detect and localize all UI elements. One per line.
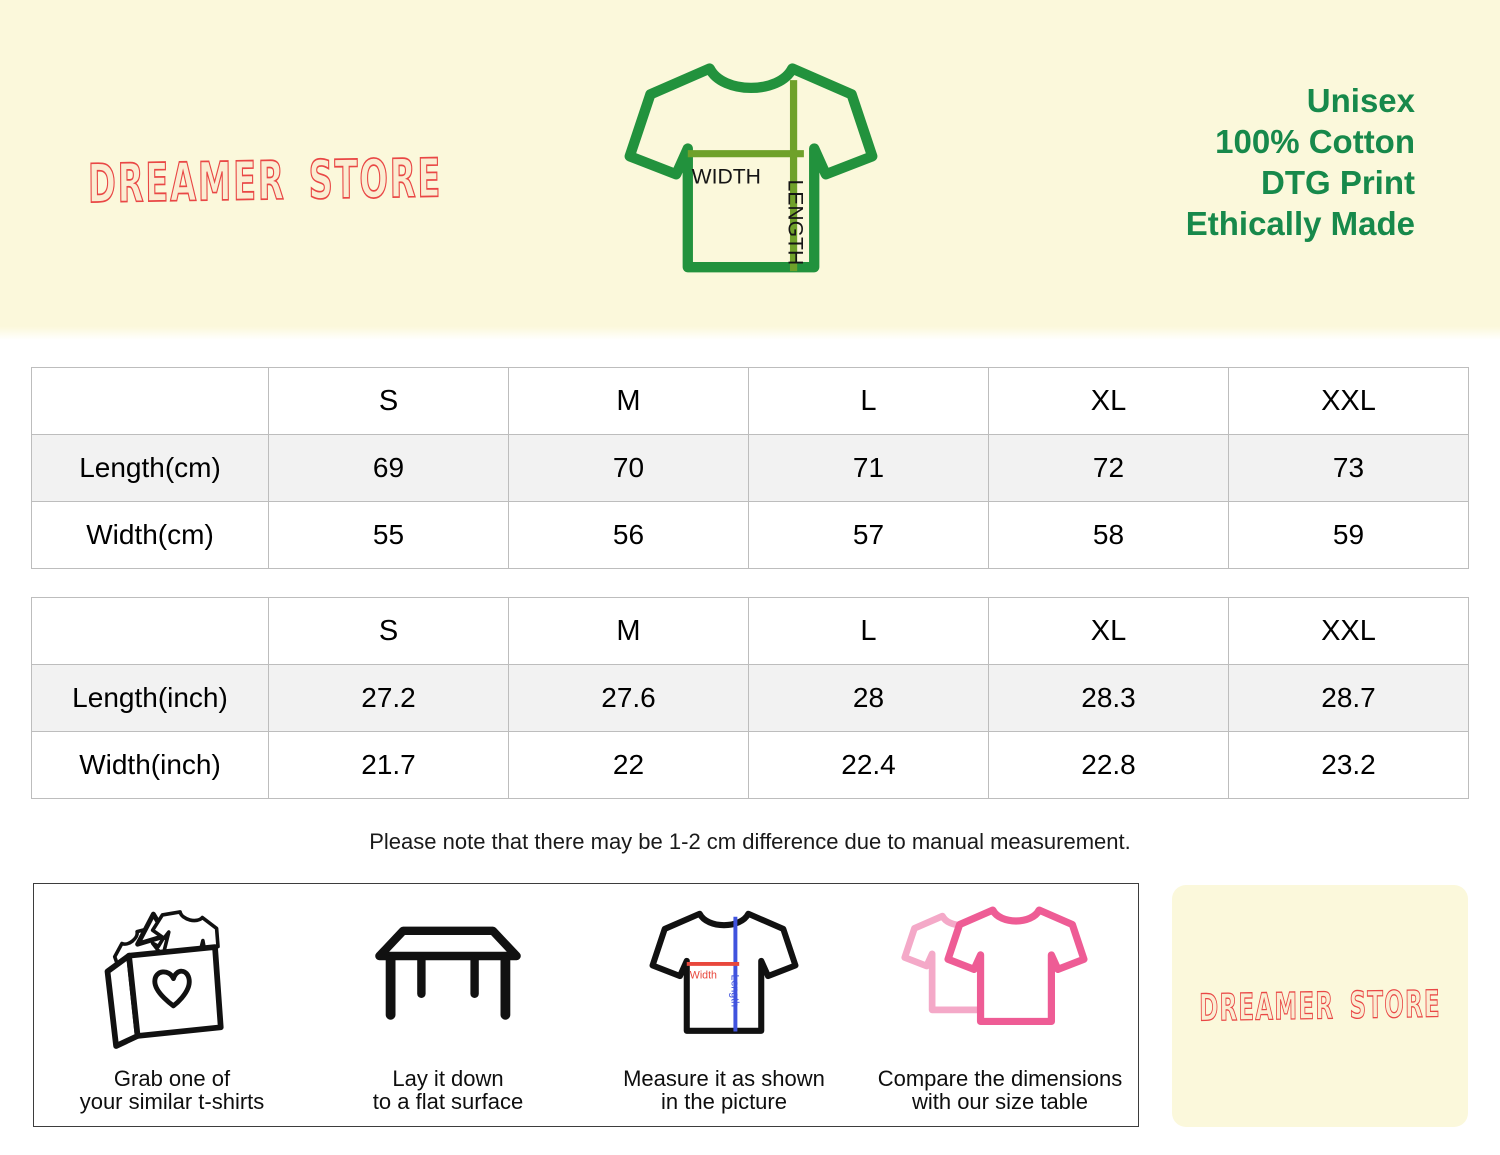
step-caption: Compare the dimensions with our size tab…: [877, 1066, 1123, 1114]
col-header-l: L: [748, 597, 989, 665]
product-features: Unisex 100% Cotton DTG Print Ethically M…: [1186, 80, 1415, 244]
table-row: Width(inch) 21.7 22 22.4 22.8 23.2: [31, 731, 1469, 799]
cell: 27.2: [268, 664, 509, 732]
cell: 28: [748, 664, 989, 732]
table-icon: [375, 926, 521, 1020]
col-header-m: M: [508, 367, 749, 435]
corner-cell: [31, 597, 269, 665]
width-label: Width: [690, 969, 717, 981]
compare-tshirts-icon: [901, 906, 1088, 1026]
box-of-tshirts-icon: [104, 884, 224, 1049]
cell: 21.7: [268, 731, 509, 799]
col-header-xxl: XXL: [1228, 367, 1469, 435]
col-header-xxl: XXL: [1228, 597, 1469, 665]
col-header-l: L: [748, 367, 989, 435]
feature-cotton: 100% Cotton: [1215, 123, 1415, 160]
cell: 22: [508, 731, 749, 799]
measurement-note: Please note that there may be 1-2 cm dif…: [369, 829, 1131, 854]
cell: 58: [988, 501, 1229, 569]
tshirt-measure-diagram-icon: WIDTH LENGTH: [624, 63, 878, 273]
row-label: Length(inch): [31, 664, 269, 732]
corner-cell: [31, 367, 269, 435]
measure-tshirt-icon: Width Length: [649, 910, 799, 1034]
cell: 23.2: [1228, 731, 1469, 799]
step-caption: Grab one of your similar t-shirts: [79, 1066, 265, 1114]
feature-print: DTG Print: [1261, 164, 1415, 201]
size-table-inch: S M L XL XXL Length(inch) 27.2 27.6 28 2…: [31, 597, 1469, 799]
cell: 71: [748, 434, 989, 502]
col-header-xl: XL: [988, 367, 1229, 435]
cell: 22.8: [988, 731, 1229, 799]
cell: 55: [268, 501, 509, 569]
tshirt-outline: [624, 63, 878, 273]
footer-brand-panel: DREAMER STORE: [1172, 885, 1468, 1127]
brand-logo: DREAMER STORE: [87, 147, 443, 216]
feature-ethical: Ethically Made: [1185, 205, 1415, 242]
cell: 69: [268, 434, 509, 502]
step-measure: Width Length Measure it as shown in the …: [586, 884, 862, 1126]
header-band: DREAMER STORE WIDTH LENGTH Unisex 100% C…: [0, 0, 1500, 340]
col-header-xl: XL: [988, 597, 1229, 665]
row-label: Length(cm): [31, 434, 269, 502]
table-row: Width(cm) 55 56 57 58 59: [31, 501, 1469, 569]
cell: 70: [508, 434, 749, 502]
cell: 22.4: [748, 731, 989, 799]
how-to-measure-box: Grab one of your similar t-shirts Lay it…: [33, 883, 1139, 1127]
feature-unisex: Unisex: [1306, 82, 1415, 119]
width-label: WIDTH: [692, 165, 761, 188]
size-table-cm: S M L XL XXL Length(cm) 69 70 71 72 73 W…: [31, 367, 1469, 569]
cell: 57: [748, 501, 989, 569]
cell: 72: [988, 434, 1229, 502]
step-flat-surface: Lay it down to a flat surface: [310, 884, 586, 1126]
table-row: Length(cm) 69 70 71 72 73: [31, 434, 1469, 502]
cell: 28.7: [1228, 664, 1469, 732]
step-grab-tshirt: Grab one of your similar t-shirts: [34, 884, 310, 1126]
col-header-s: S: [268, 597, 509, 665]
step-compare: Compare the dimensions with our size tab…: [862, 884, 1138, 1126]
cell: 28.3: [988, 664, 1229, 732]
length-label: Length: [729, 975, 741, 1008]
table-row: Length(inch) 27.2 27.6 28 28.3 28.7: [31, 664, 1469, 732]
cell: 59: [1228, 501, 1469, 569]
row-label: Width(inch): [31, 731, 269, 799]
length-label: LENGTH: [783, 179, 806, 265]
cell: 73: [1228, 434, 1469, 502]
step-caption: Lay it down to a flat surface: [372, 1066, 524, 1114]
brand-logo: DREAMER STORE: [1199, 982, 1442, 1030]
col-header-s: S: [268, 367, 509, 435]
cell: 56: [508, 501, 749, 569]
table-row: S M L XL XXL: [31, 367, 1469, 435]
col-header-m: M: [508, 597, 749, 665]
cell: 27.6: [508, 664, 749, 732]
step-caption: Measure it as shown in the picture: [623, 1066, 825, 1114]
table-row: S M L XL XXL: [31, 597, 1469, 665]
row-label: Width(cm): [31, 501, 269, 569]
